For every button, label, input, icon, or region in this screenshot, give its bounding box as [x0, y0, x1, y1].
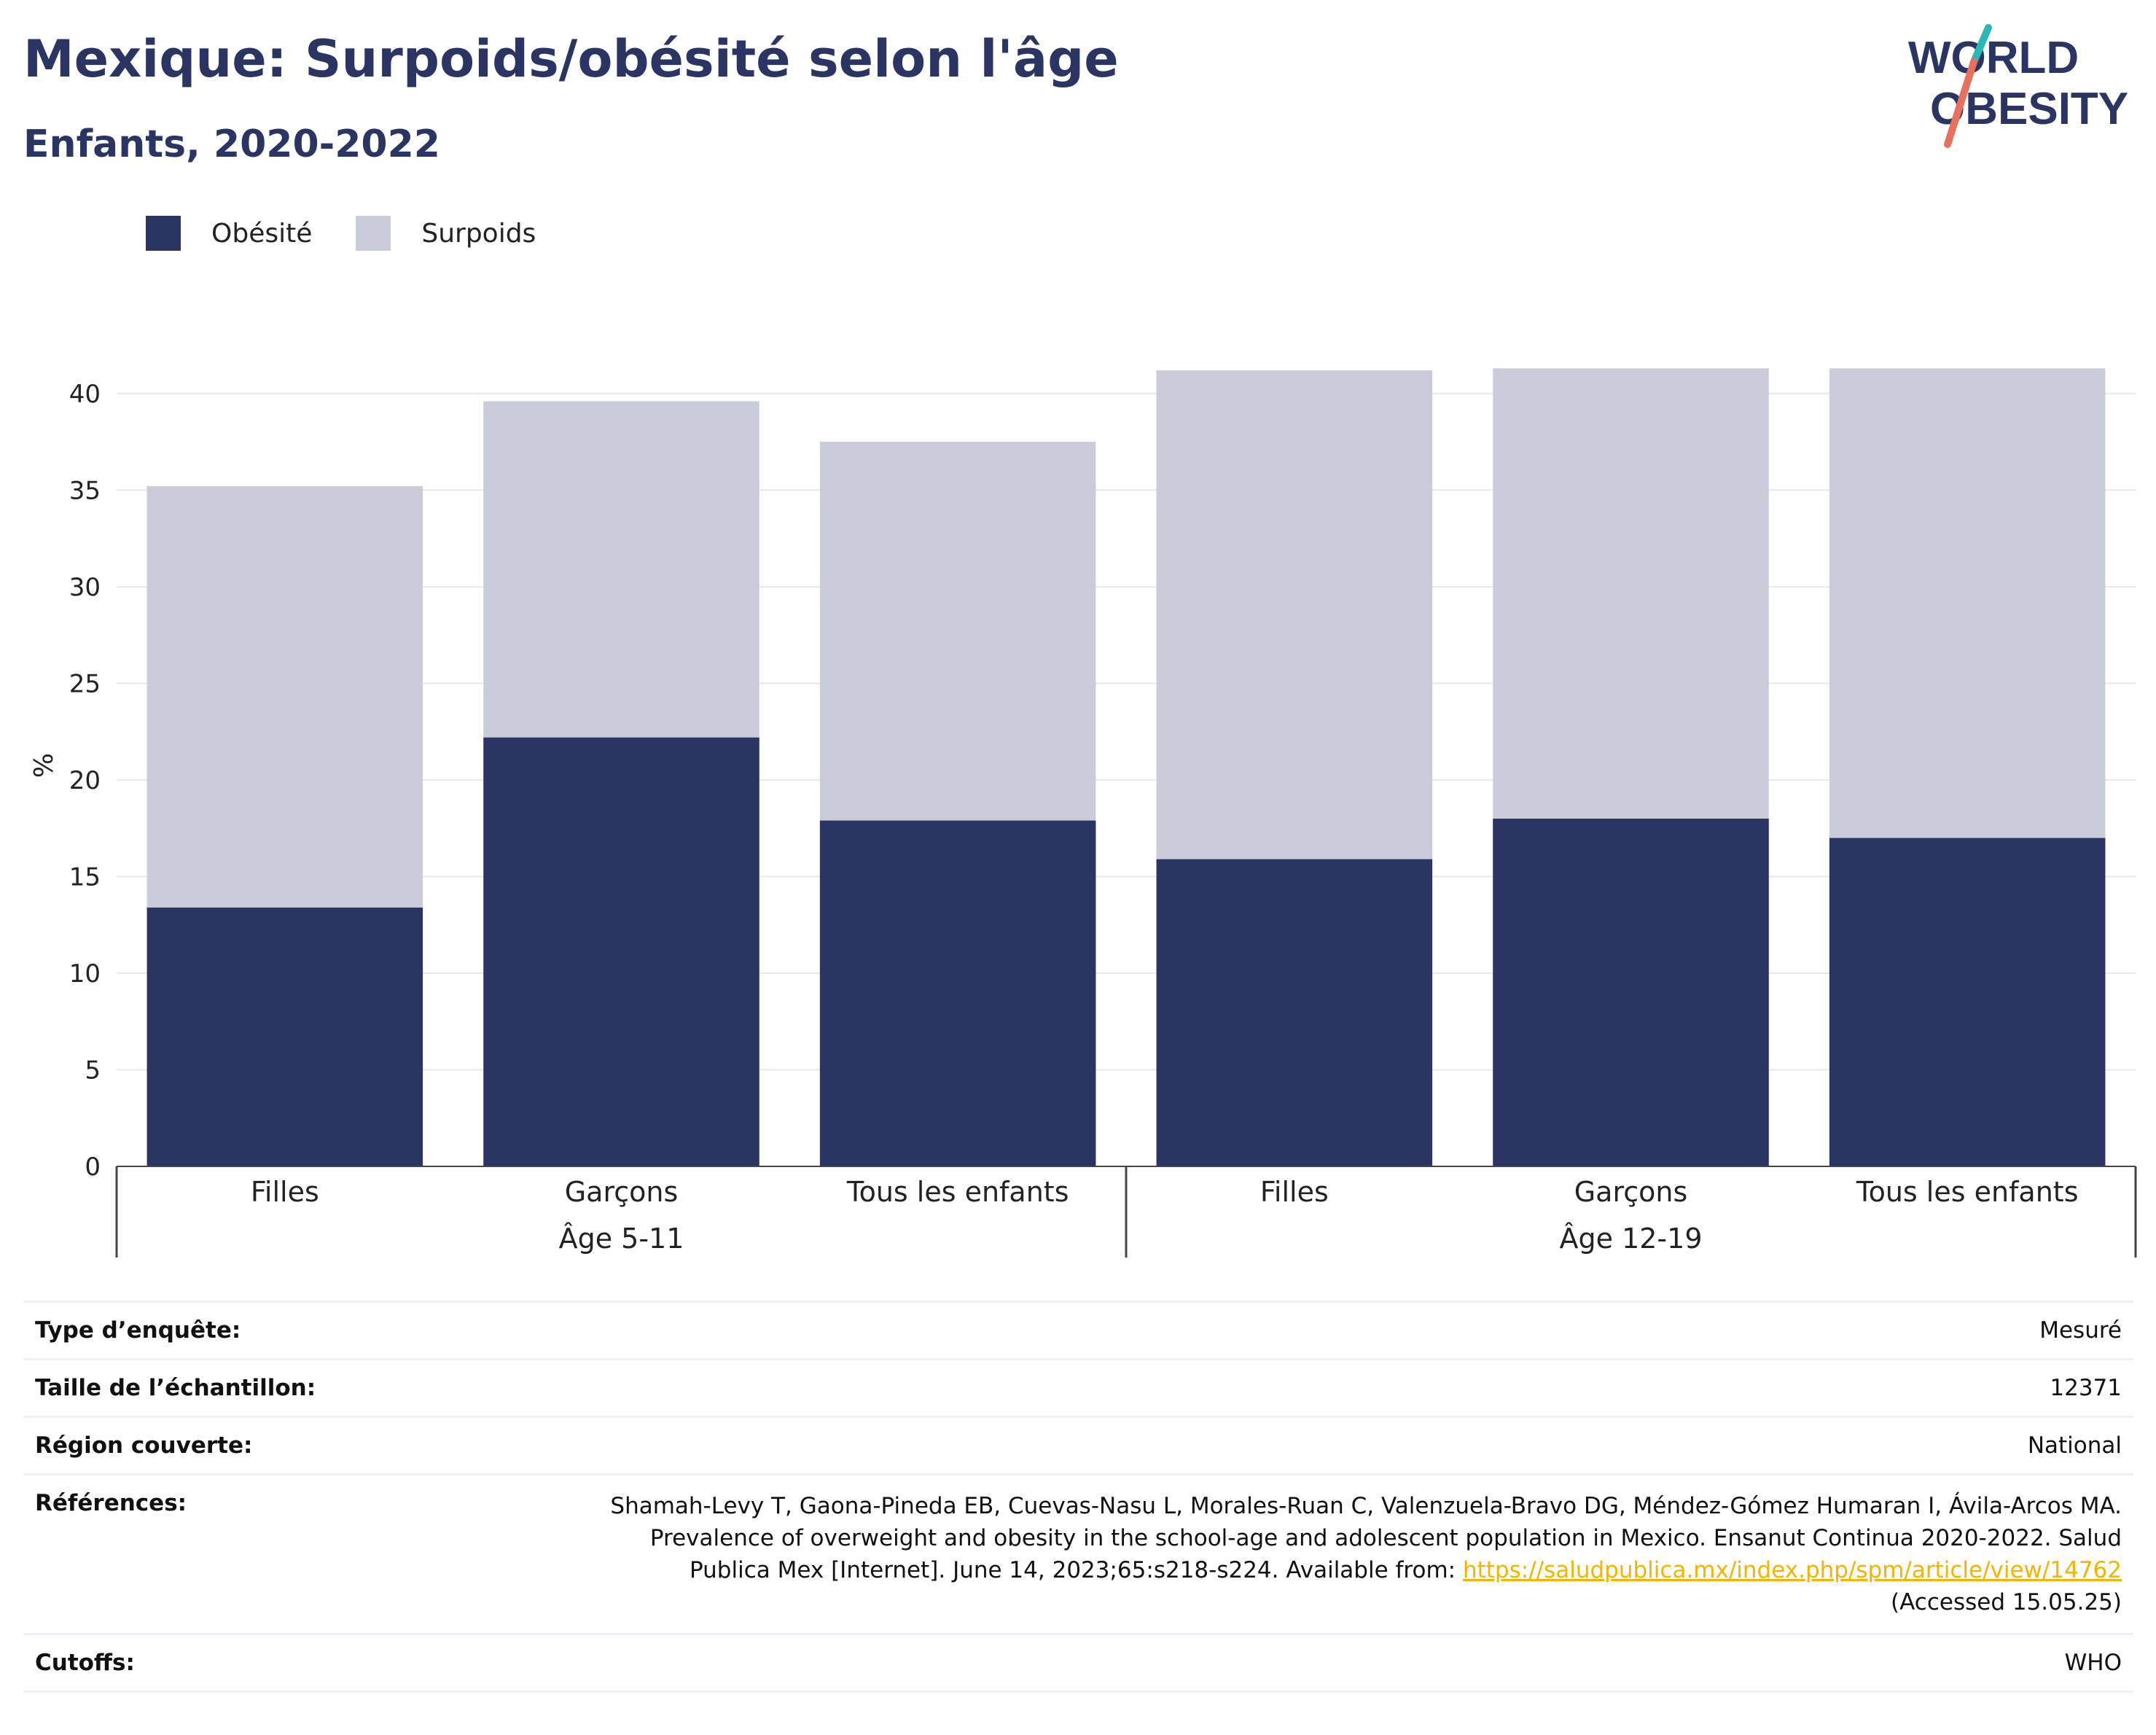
y-tick-label: 0 [85, 1153, 101, 1182]
sample-size-value: 12371 [2050, 1375, 2122, 1401]
bar-obesity [819, 820, 1096, 1166]
y-tick-label: 25 [69, 669, 101, 698]
x-tick-label: Filles [1260, 1176, 1329, 1208]
cutoffs-label: Cutoffs: [35, 1650, 135, 1676]
x-tick-label: Tous les enfants [1856, 1176, 2079, 1208]
y-tick-label: 35 [69, 476, 101, 505]
references-value: Shamah-Levy T, Gaona-Pineda EB, Cuevas-N… [606, 1490, 2122, 1618]
logo-line1: WORLD [1908, 33, 2079, 83]
meta-row-cutoffs: Cutoffs: WHO [23, 1633, 2133, 1693]
references-text: Shamah-Levy T, Gaona-Pineda EB, Cuevas-N… [610, 1493, 2122, 1583]
meta-row-references: Références: Shamah-Levy T, Gaona-Pineda … [23, 1473, 2133, 1633]
references-accessed: (Accessed 15.05.25) [1891, 1589, 2122, 1615]
bar-obesity [1829, 838, 2106, 1166]
y-tick-label: 40 [69, 380, 101, 409]
y-tick-label: 10 [69, 959, 101, 989]
bar-overweight [1156, 370, 1433, 859]
legend-swatch-overweight [356, 216, 391, 251]
legend-swatch-obesity [146, 216, 181, 251]
logo-slash-bottom [1944, 58, 1977, 148]
y-tick-label: 5 [85, 1056, 101, 1085]
survey-type-label: Type d’enquête: [35, 1317, 241, 1344]
bar-overweight [819, 442, 1096, 821]
x-tick-label: Garçons [565, 1176, 679, 1208]
chart-title: Mexique: Surpoids/obésité selon l'âge [23, 29, 1119, 89]
logo-slash-top [1970, 24, 1992, 66]
y-tick-label: 20 [69, 766, 101, 795]
world-obesity-logo: WORLD OBESITY [1908, 24, 2128, 148]
y-tick-label: 30 [69, 573, 101, 602]
bar-overweight [1829, 368, 2106, 838]
references-link[interactable]: https://saludpublica.mx/index.php/spm/ar… [1462, 1557, 2122, 1583]
survey-type-value: Mesuré [2039, 1317, 2122, 1344]
bar-obesity [483, 737, 759, 1166]
chart-subtitle: Enfants, 2020-2022 [23, 122, 440, 166]
meta-row-sample-size: Taille de l’échantillon: 12371 [23, 1358, 2133, 1416]
bar-overweight [1493, 368, 1769, 819]
y-axis-label: % [29, 753, 59, 778]
y-tick-label: 15 [69, 862, 101, 892]
region-value: National [2027, 1432, 2122, 1459]
bar-obesity [1156, 859, 1433, 1166]
group-label: Âge 5-11 [559, 1223, 684, 1255]
legend-label-overweight: Surpoids [421, 218, 536, 249]
legend-item-overweight[interactable]: Surpoids [356, 216, 536, 251]
cutoffs-value: WHO [2064, 1650, 2122, 1676]
sample-size-label: Taille de l’échantillon: [35, 1375, 316, 1401]
stacked-bar-chart: 0 5 10 15 20 25 30 35 40% Filles Garçons Tous les e… [29, 368, 2137, 1258]
legend-item-obesity[interactable]: Obésité [146, 216, 312, 251]
bar-overweight [147, 486, 423, 908]
x-tick-label: Tous les enfants [846, 1176, 1069, 1208]
region-label: Région couverte: [35, 1432, 253, 1459]
chart-legend: Obésité Surpoids [146, 216, 579, 251]
group-label: Âge 12-19 [1560, 1223, 1703, 1255]
references-label: Références: [35, 1490, 187, 1516]
bar-obesity [147, 907, 423, 1166]
meta-row-region: Région couverte: National [23, 1416, 2133, 1473]
bar-obesity [1493, 818, 1769, 1166]
metadata-table: Type d’enquête: Mesuré Taille de l’échan… [23, 1301, 2133, 1693]
legend-label-obesity: Obésité [211, 218, 313, 249]
x-tick-label: Filles [251, 1176, 319, 1208]
bar-overweight [483, 401, 759, 738]
meta-row-survey-type: Type d’enquête: Mesuré [23, 1301, 2133, 1358]
x-tick-label: Garçons [1574, 1176, 1688, 1208]
